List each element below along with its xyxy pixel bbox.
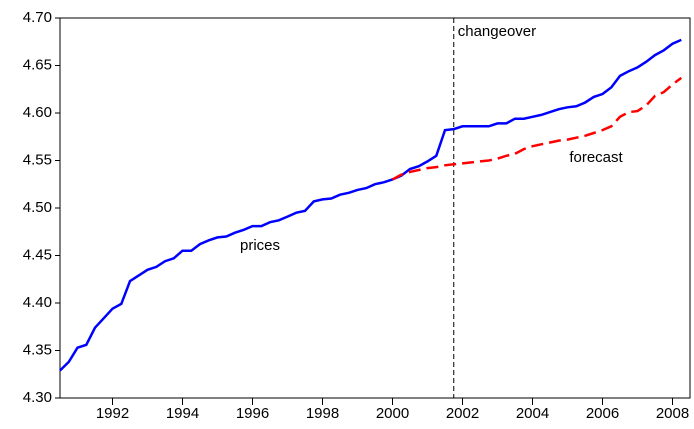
y-tick-label: 4.35 bbox=[23, 341, 52, 358]
x-tick-label: 2006 bbox=[586, 405, 619, 422]
y-tick-label: 4.40 bbox=[23, 294, 52, 311]
plot-frame bbox=[59, 17, 691, 399]
y-tick-label: 4.70 bbox=[23, 9, 52, 26]
y-tick-label: 4.45 bbox=[23, 246, 52, 263]
x-tick-label: 1996 bbox=[236, 405, 269, 422]
x-tick-label: 1994 bbox=[166, 405, 199, 422]
y-tick-label: 4.55 bbox=[23, 151, 52, 168]
series-label: forecast bbox=[569, 149, 623, 166]
y-tick-label: 4.50 bbox=[23, 199, 52, 216]
x-tick-label: 2004 bbox=[516, 405, 549, 422]
series-label: prices bbox=[240, 237, 280, 254]
x-tick-label: 2000 bbox=[376, 405, 409, 422]
x-tick-label: 1998 bbox=[306, 405, 339, 422]
y-tick-label: 4.65 bbox=[23, 56, 52, 73]
changeover-label: changeover bbox=[458, 23, 536, 40]
series-line bbox=[59, 38, 682, 372]
series-line bbox=[391, 76, 683, 181]
y-tick-label: 4.30 bbox=[23, 389, 52, 406]
x-tick-label: 1992 bbox=[96, 405, 129, 422]
x-tick-label: 2002 bbox=[446, 405, 479, 422]
y-tick-label: 4.60 bbox=[23, 104, 52, 121]
x-tick-label: 2008 bbox=[656, 405, 689, 422]
